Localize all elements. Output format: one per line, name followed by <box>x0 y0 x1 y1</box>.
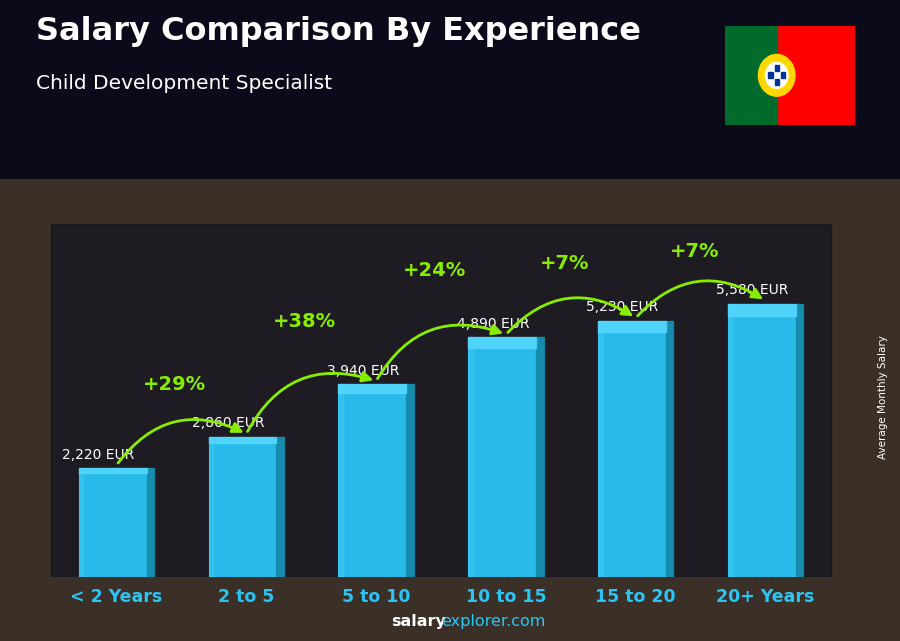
Bar <box>728 304 803 577</box>
Text: 2,860 EUR: 2,860 EUR <box>192 417 265 431</box>
Text: 4,890 EUR: 4,890 EUR <box>456 317 529 331</box>
Bar <box>796 304 803 577</box>
Bar <box>728 304 733 577</box>
Circle shape <box>765 62 788 88</box>
Bar <box>598 320 603 577</box>
Bar <box>79 468 147 473</box>
Text: explorer.com: explorer.com <box>441 615 545 629</box>
Bar <box>147 468 154 577</box>
Text: +24%: +24% <box>403 261 466 279</box>
Text: 3,940 EUR: 3,940 EUR <box>327 363 399 378</box>
Text: 5,580 EUR: 5,580 EUR <box>716 283 788 297</box>
Bar <box>598 320 666 332</box>
Bar <box>338 384 406 393</box>
Text: +38%: +38% <box>273 312 337 331</box>
Bar <box>598 320 673 577</box>
Bar <box>775 79 778 85</box>
Text: Salary Comparison By Experience: Salary Comparison By Experience <box>36 16 641 47</box>
Text: salary: salary <box>392 615 446 629</box>
Bar <box>468 337 472 577</box>
Bar <box>276 437 284 577</box>
Text: 5,230 EUR: 5,230 EUR <box>587 301 659 315</box>
Bar <box>769 72 773 78</box>
Text: +29%: +29% <box>143 375 206 394</box>
Bar <box>536 337 544 577</box>
Bar <box>209 437 276 443</box>
Text: Average Monthly Salary: Average Monthly Salary <box>878 335 888 460</box>
Bar <box>468 337 544 577</box>
Bar <box>209 437 213 577</box>
Bar <box>666 320 673 577</box>
Text: Child Development Specialist: Child Development Specialist <box>36 74 332 93</box>
Bar <box>775 65 778 71</box>
Bar <box>79 468 154 577</box>
Bar <box>338 384 343 577</box>
Bar <box>724 26 777 125</box>
Bar <box>406 384 414 577</box>
Bar <box>338 384 414 577</box>
Bar <box>79 468 84 577</box>
Bar <box>209 437 284 577</box>
Text: +7%: +7% <box>540 254 590 273</box>
Bar <box>468 337 536 348</box>
Bar <box>780 72 785 78</box>
Text: +7%: +7% <box>670 242 719 261</box>
Text: 2,220 EUR: 2,220 EUR <box>62 448 134 462</box>
Bar <box>728 304 796 316</box>
Circle shape <box>759 54 795 96</box>
